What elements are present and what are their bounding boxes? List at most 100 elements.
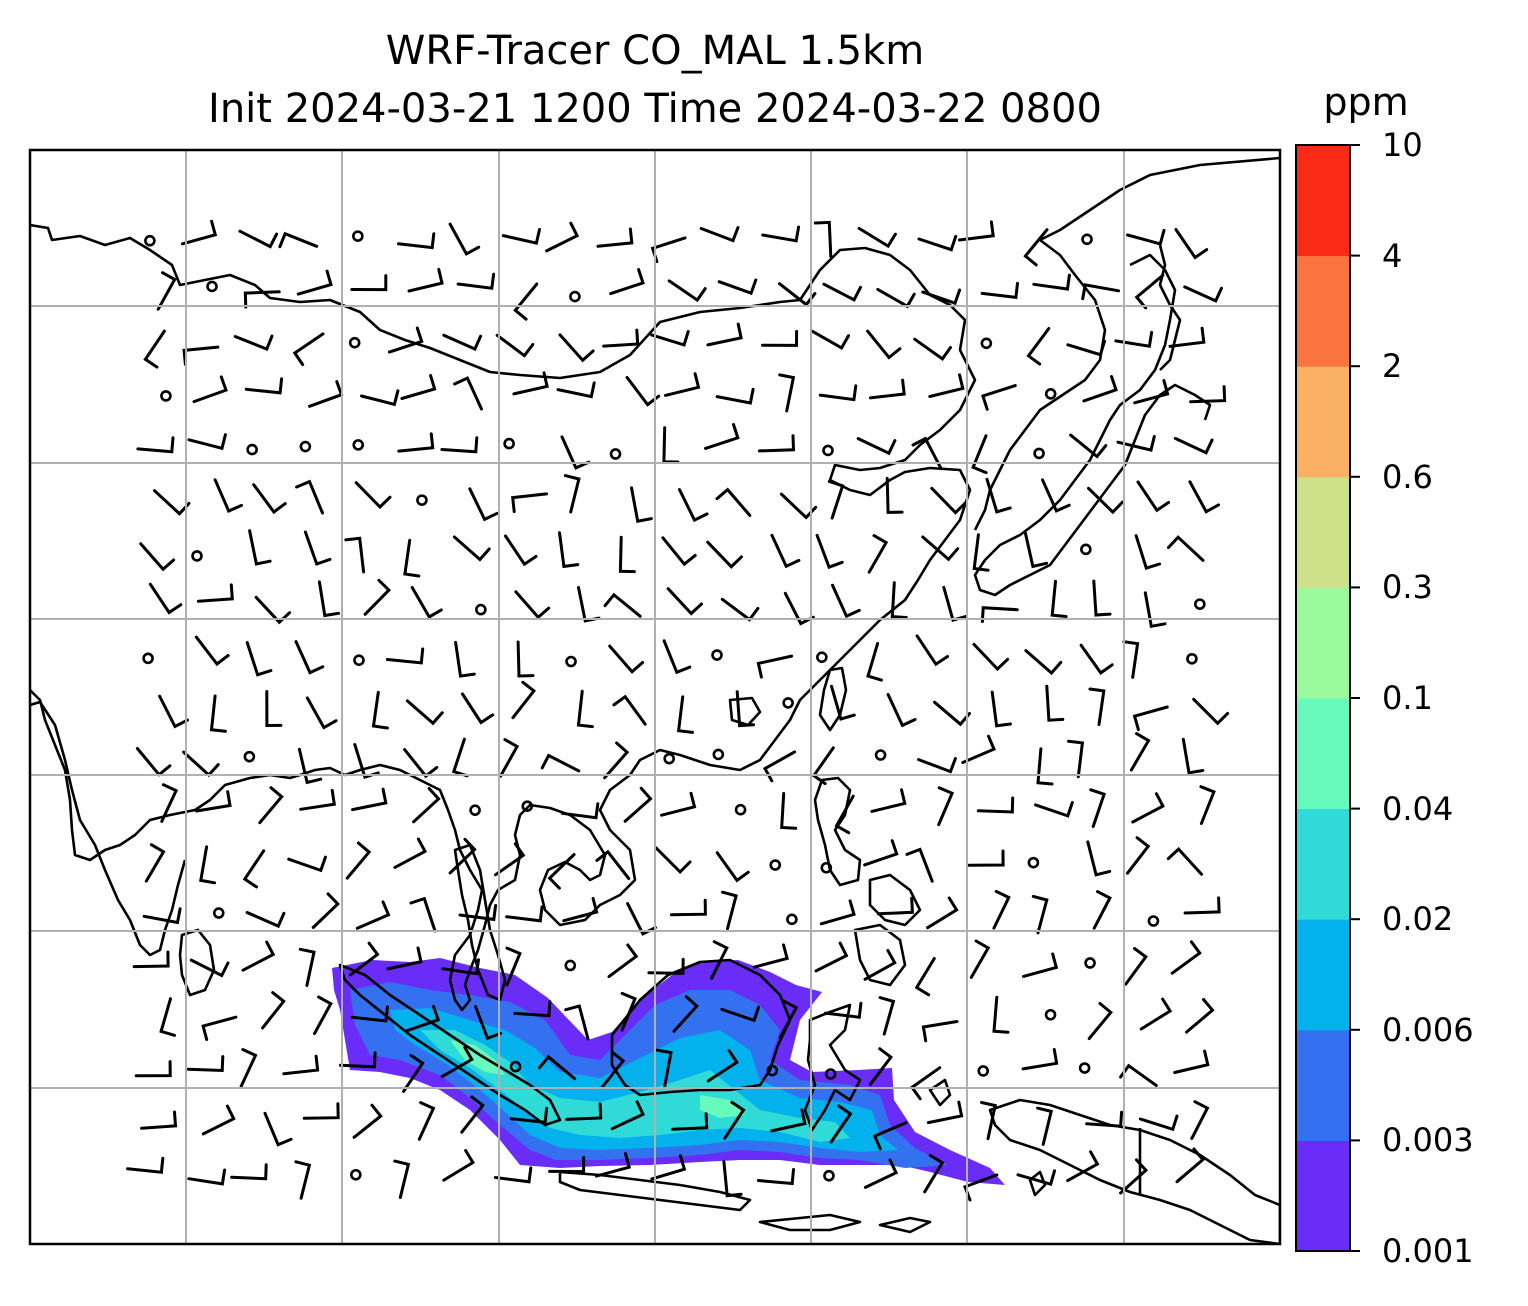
wind-barb [600, 1050, 626, 1089]
wind-barb [1079, 643, 1114, 675]
wind-barb [126, 1156, 165, 1174]
wind-barb [1086, 840, 1112, 877]
wind-barb [468, 487, 499, 522]
wind-barb [494, 842, 526, 877]
wind-barb [244, 377, 284, 395]
wind-barb [594, 1152, 632, 1178]
wind-barb [299, 788, 337, 811]
wind-barb [142, 907, 182, 925]
wind-barb [511, 492, 548, 513]
wind-barb [595, 849, 631, 881]
wind-barb [972, 533, 990, 572]
wind-barb [715, 851, 750, 883]
wind-barb [345, 841, 372, 880]
colorbar-segment [1296, 476, 1350, 588]
wind-barb [282, 1054, 320, 1076]
wind-barb [186, 1055, 225, 1073]
wind-barb [1119, 1158, 1149, 1195]
wind-barb [780, 792, 798, 830]
wind-barb [313, 995, 333, 1035]
wind-barb [917, 757, 957, 774]
wind-barb [831, 583, 861, 619]
coastline-segment [818, 666, 848, 732]
wind-barb [136, 436, 175, 454]
wind-barb [402, 1053, 425, 1093]
wind-barb [1116, 435, 1156, 452]
wind-barb [650, 330, 690, 347]
wind-barb [921, 1020, 959, 1043]
wind-barb [303, 530, 332, 566]
colorbar-tick-label: 2 [1382, 347, 1403, 386]
wind-barb [252, 483, 287, 515]
wind-barb [1175, 1147, 1206, 1184]
wind-barb [387, 326, 424, 354]
wind-barb [1119, 1063, 1158, 1087]
colorbar-tick-label: 0.001 [1382, 1232, 1474, 1270]
wind-barb [618, 535, 636, 574]
wind-barb [981, 384, 1017, 411]
wind-barb [305, 696, 338, 730]
wind-barb [699, 226, 740, 243]
wind-barb [662, 639, 692, 675]
wind-barb [560, 435, 591, 470]
calm-wind-marker [1044, 388, 1057, 400]
wind-barb [140, 1110, 178, 1130]
calm-wind-marker [246, 443, 258, 456]
calm-wind-marker [348, 336, 361, 349]
wind-barb [1143, 591, 1167, 629]
wind-barb [706, 540, 743, 569]
wind-barb [353, 743, 380, 779]
wind-barb [660, 791, 697, 817]
wind-barb [863, 1158, 899, 1189]
wind-barb [827, 480, 845, 520]
colorbar-tick-label: 0.3 [1382, 568, 1433, 607]
colorbar [1295, 144, 1360, 1252]
wind-barb [623, 786, 653, 823]
calm-wind-marker [823, 1169, 835, 1182]
wind-barb [885, 476, 904, 514]
wind-barb [678, 488, 709, 523]
wind-barb [1170, 940, 1202, 975]
calm-wind-marker [822, 444, 834, 457]
wind-barb [1031, 894, 1049, 935]
wind-barb [1188, 480, 1220, 514]
wind-barb [810, 329, 850, 350]
wind-barb [385, 647, 425, 665]
wind-barb [762, 750, 797, 783]
wind-barb [868, 378, 906, 400]
wind-barb [400, 374, 437, 400]
wind-barb [911, 436, 943, 471]
calm-wind-marker [469, 804, 481, 816]
wind-barb [723, 1100, 746, 1140]
calm-wind-marker [352, 439, 365, 451]
wind-barb [980, 1101, 997, 1141]
calm-wind-marker [243, 750, 256, 763]
wind-barb [992, 889, 1011, 930]
wind-barb [355, 900, 391, 930]
wind-barb [144, 843, 166, 883]
wind-barb [311, 892, 340, 929]
colorbar-segment [1296, 255, 1350, 367]
wind-barb [608, 644, 645, 674]
wind-barb [957, 220, 995, 242]
wind-barb [258, 786, 284, 825]
wind-barb [458, 904, 498, 922]
wind-barb [565, 1102, 603, 1121]
wind-barb [239, 1048, 258, 1088]
wind-barb [493, 1166, 533, 1184]
wind-barb [456, 272, 496, 290]
wind-barb [1126, 228, 1166, 246]
calm-wind-marker [1044, 1008, 1057, 1021]
wind-barb [992, 995, 1010, 1034]
wind-barb [867, 534, 889, 574]
wind-barb [980, 606, 1019, 624]
wind-barb [778, 999, 799, 1040]
wind-barb [295, 479, 324, 515]
colorbar-segment [1296, 698, 1350, 810]
wind-barb [722, 1160, 743, 1198]
wind-barb [352, 1103, 383, 1139]
wind-barb [505, 905, 544, 923]
wind-barb [294, 640, 325, 675]
calm-wind-marker [816, 651, 828, 663]
colorbar-segment [1296, 1029, 1350, 1141]
